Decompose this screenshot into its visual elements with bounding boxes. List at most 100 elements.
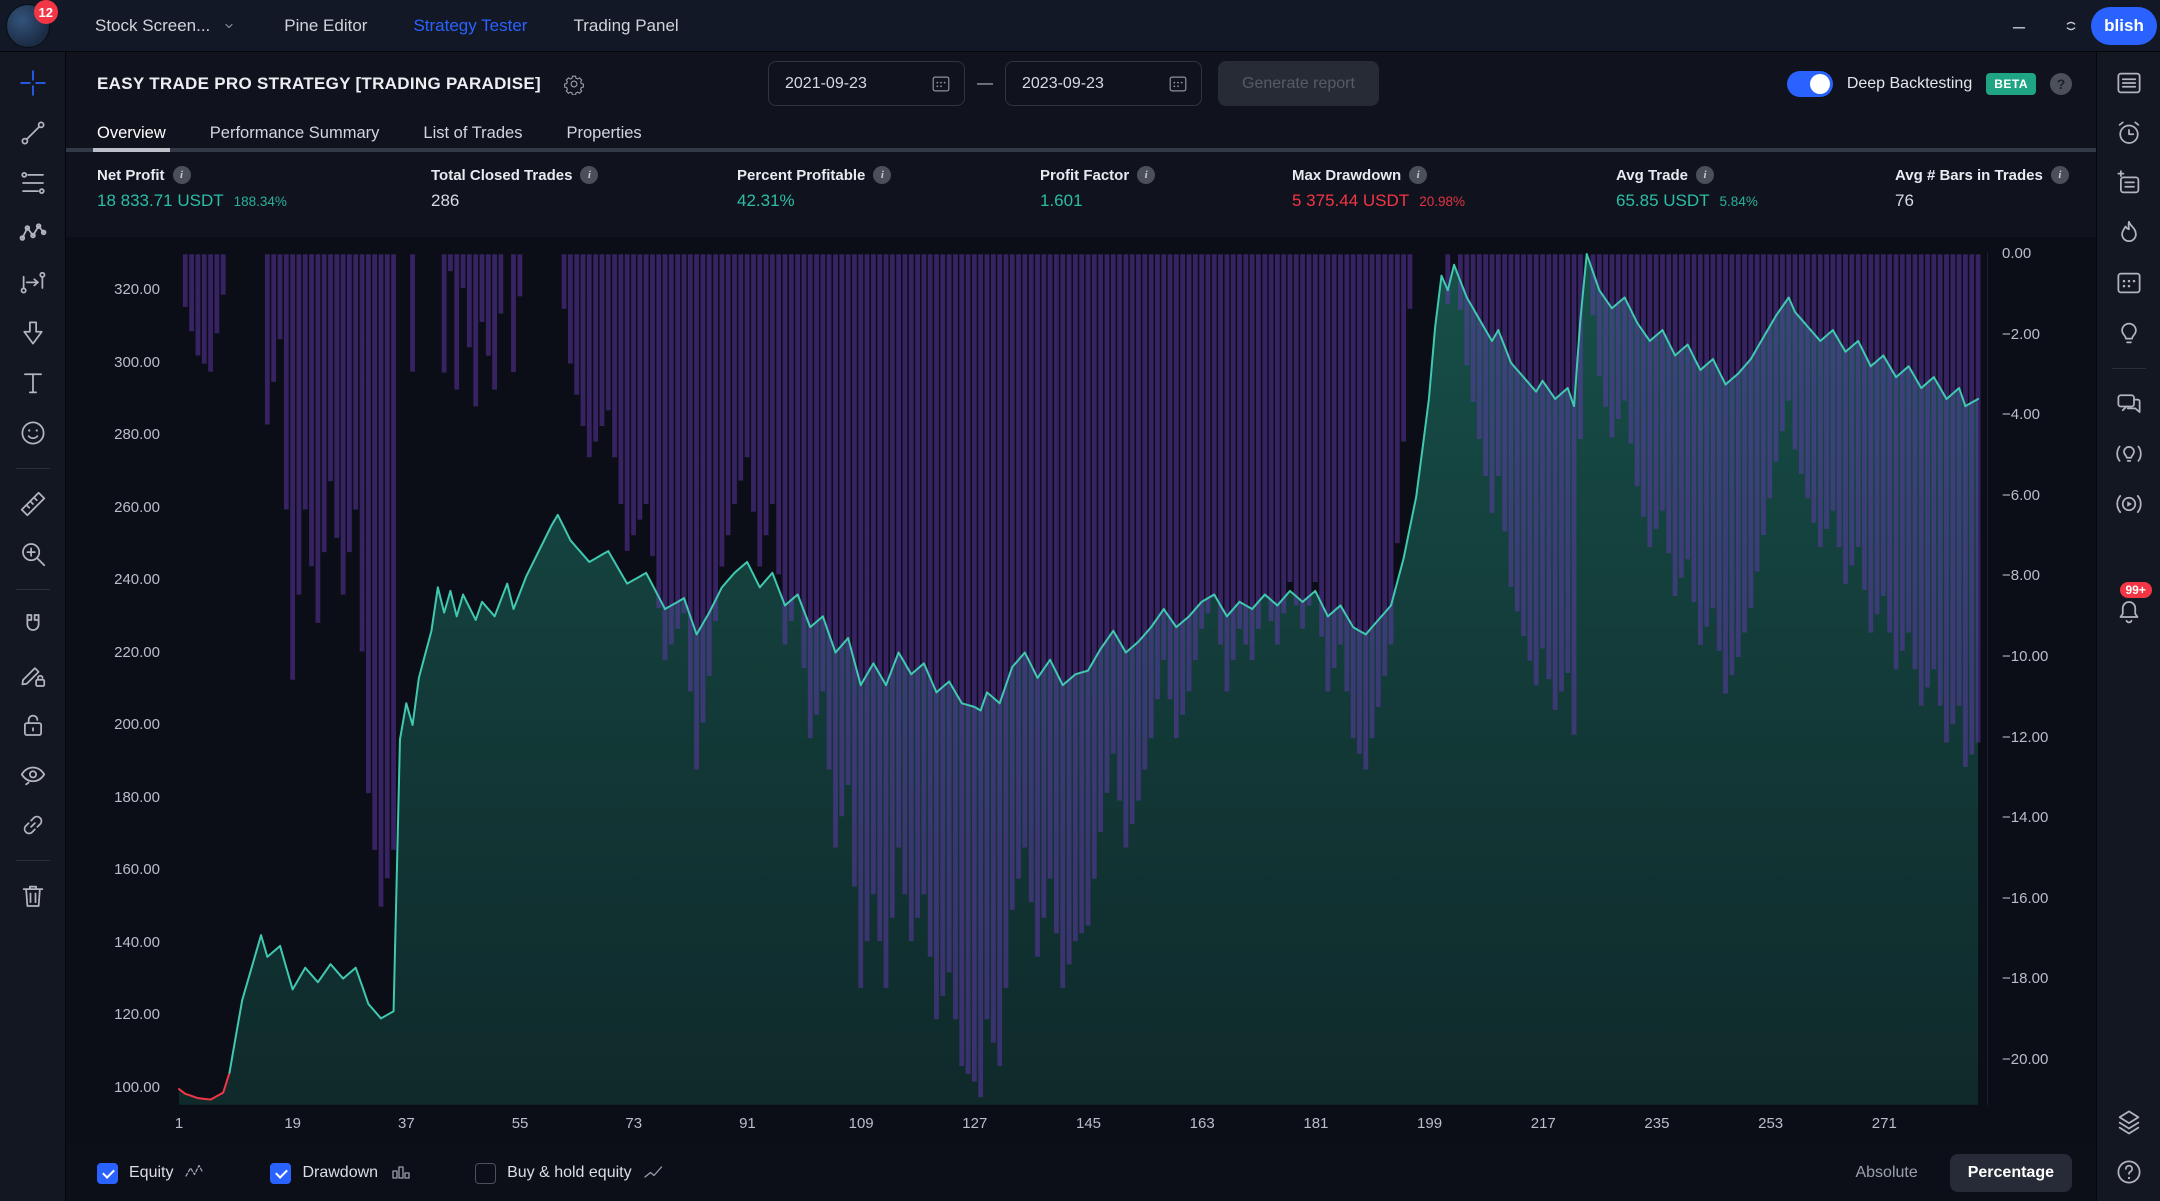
stat-value: 286: [431, 191, 459, 211]
info-icon[interactable]: [173, 166, 191, 184]
legend-label: Equity: [129, 1164, 173, 1182]
axis-tick-label: 100.00: [90, 1079, 160, 1097]
navbar-item-stock-screener[interactable]: Stock Screen...: [95, 16, 238, 36]
eye-icon[interactable]: [14, 756, 52, 794]
hotlists-icon[interactable]: [2110, 214, 2148, 252]
publish-button[interactable]: blish: [2091, 7, 2157, 45]
streams-icon[interactable]: [2110, 485, 2148, 523]
date-to-input[interactable]: 2023-09-23: [1005, 61, 1202, 106]
emoji-icon[interactable]: [14, 414, 52, 452]
stat-label: Avg Trade: [1616, 167, 1688, 184]
info-icon[interactable]: [873, 166, 891, 184]
legend-buy-hold-checkbox[interactable]: Buy & hold equity: [475, 1161, 667, 1185]
notification-badge: 99+: [2120, 582, 2152, 598]
stat-net-profit: Net Profit 18 833.71 USDT188.34%: [97, 166, 287, 211]
strategy-header: EASY TRADE PRO STRATEGY [TRADING PARADIS…: [66, 52, 2096, 115]
strategy-tester-panel: EASY TRADE PRO STRATEGY [TRADING PARADIS…: [66, 52, 2096, 1201]
help-icon[interactable]: ?: [2050, 73, 2072, 95]
text-icon[interactable]: [14, 364, 52, 402]
info-icon[interactable]: [580, 166, 598, 184]
notes-icon[interactable]: [2110, 164, 2148, 202]
axis-tick-label: 163: [1190, 1115, 1215, 1133]
projection-icon[interactable]: [14, 264, 52, 302]
user-avatar[interactable]: 12: [6, 4, 50, 48]
navbar-item-label: Pine Editor: [284, 16, 367, 36]
legend-drawdown-checkbox[interactable]: Drawdown: [270, 1161, 413, 1185]
navbar-item-strategy-tester[interactable]: Strategy Tester: [413, 16, 527, 36]
stats-row: Net Profit 18 833.71 USDT188.34% Total C…: [66, 152, 2096, 237]
navbar-item-pine-editor[interactable]: Pine Editor: [284, 16, 367, 36]
alerts-icon[interactable]: [2110, 114, 2148, 152]
restore-window-icon[interactable]: [2060, 15, 2082, 37]
mode-absolute-button[interactable]: Absolute: [1849, 1163, 1923, 1183]
axis-tick-label: −16.00: [2002, 890, 2048, 908]
link-icon[interactable]: [14, 806, 52, 844]
checkbox[interactable]: [97, 1163, 118, 1184]
stat-value: 18 833.71 USDT: [97, 191, 224, 211]
checkbox[interactable]: [475, 1163, 496, 1184]
ideas-icon[interactable]: [2110, 314, 2148, 352]
mode-percentage-button[interactable]: Percentage: [1950, 1154, 2072, 1192]
axis-tick-label: 91: [739, 1115, 756, 1133]
info-icon[interactable]: [1696, 166, 1714, 184]
stat-total-closed-trades: Total Closed Trades 286: [431, 166, 598, 211]
axis-tick-label: 37: [398, 1115, 415, 1133]
info-icon[interactable]: [1137, 166, 1155, 184]
fib-retracement-icon[interactable]: [14, 164, 52, 202]
date-from-value: 2021-09-23: [785, 75, 867, 93]
stat-label: Profit Factor: [1040, 167, 1129, 184]
navbar-item-trading-panel[interactable]: Trading Panel: [573, 16, 678, 36]
crosshair-icon[interactable]: [14, 64, 52, 102]
info-icon[interactable]: [2051, 166, 2069, 184]
ruler-icon[interactable]: [14, 485, 52, 523]
legend-equity-checkbox[interactable]: Equity: [97, 1161, 208, 1185]
axis-tick-label: −10.00: [2002, 648, 2048, 666]
tab-list-of-trades[interactable]: List of Trades: [423, 115, 522, 152]
toolbar-divider: [16, 589, 50, 590]
equity-drawdown-chart[interactable]: 320.00300.00280.00260.00240.00220.00200.…: [66, 237, 2096, 1145]
zoom-in-icon[interactable]: [14, 535, 52, 573]
axis-tick-label: 180.00: [90, 789, 160, 807]
strategy-settings-gear-icon[interactable]: [563, 73, 585, 95]
trend-line-icon[interactable]: [14, 114, 52, 152]
pencil-lock-icon[interactable]: [14, 656, 52, 694]
window-controls: [2008, 0, 2082, 52]
axis-tick-label: 240.00: [90, 571, 160, 589]
navbar-item-label: Strategy Tester: [413, 16, 527, 36]
tab-label: Performance Summary: [210, 124, 380, 143]
stat-value: 76: [1895, 191, 1914, 211]
date-from-input[interactable]: 2021-09-23: [768, 61, 965, 106]
bell-icon[interactable]: 99+: [2110, 593, 2148, 631]
axis-tick-label: 160.00: [90, 861, 160, 879]
date-to-value: 2023-09-23: [1022, 75, 1104, 93]
magnet-icon[interactable]: [14, 606, 52, 644]
tab-overview[interactable]: Overview: [97, 115, 166, 152]
axis-tick-label: −12.00: [2002, 729, 2048, 747]
calendar-icon[interactable]: [2110, 264, 2148, 302]
generate-report-button[interactable]: Generate report: [1218, 61, 1379, 106]
stat-label: Max Drawdown: [1292, 167, 1401, 184]
axis-tick-label: 217: [1531, 1115, 1556, 1133]
live-ideas-icon[interactable]: [2110, 435, 2148, 473]
pattern-icon[interactable]: [14, 214, 52, 252]
chat-icon[interactable]: [2110, 385, 2148, 423]
info-icon[interactable]: [1409, 166, 1427, 184]
checkbox[interactable]: [270, 1163, 291, 1184]
watchlist-icon[interactable]: [2110, 64, 2148, 102]
arrow-marker-icon[interactable]: [14, 314, 52, 352]
lock-icon[interactable]: [14, 706, 52, 744]
object-tree-icon[interactable]: [2110, 1103, 2148, 1141]
tradingview-app: 12 Stock Screen... Pine Editor Strategy …: [0, 0, 2160, 1201]
axis-tick-label: −6.00: [2002, 487, 2040, 505]
tab-properties[interactable]: Properties: [566, 115, 641, 152]
minimize-icon[interactable]: [2008, 15, 2030, 37]
stat-value: 5 375.44 USDT: [1292, 191, 1409, 211]
tab-performance-summary[interactable]: Performance Summary: [210, 115, 380, 152]
trash-icon[interactable]: [14, 877, 52, 915]
chart-plot-area[interactable]: [168, 252, 1988, 1105]
help-icon[interactable]: [2110, 1153, 2148, 1191]
navbar-item-label: Stock Screen...: [95, 16, 210, 36]
deep-backtesting-toggle[interactable]: [1787, 71, 1833, 97]
stat-value: 1.601: [1040, 191, 1083, 211]
axis-tick-label: 235: [1644, 1115, 1669, 1133]
